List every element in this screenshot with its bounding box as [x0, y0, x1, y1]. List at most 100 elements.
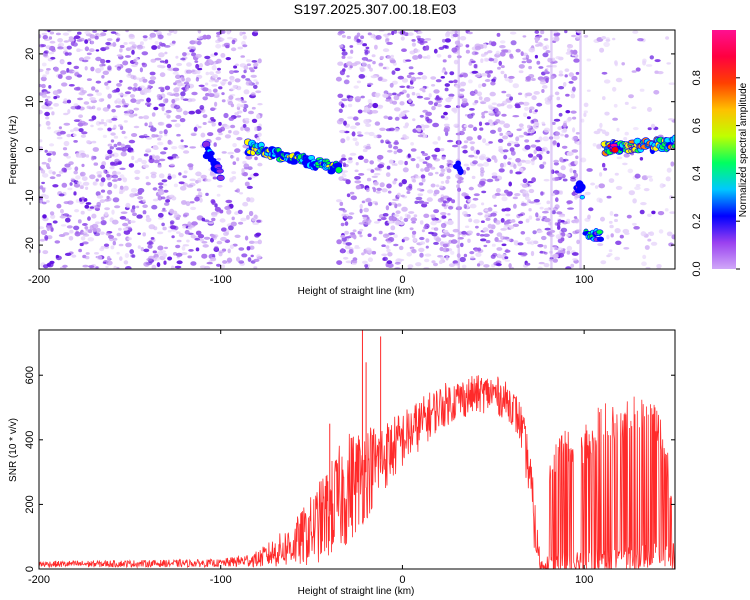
- noise-blob: [367, 32, 372, 36]
- noise-blob: [359, 234, 363, 238]
- noise-blob: [406, 93, 410, 98]
- noise-blob: [198, 125, 202, 129]
- noise-blob: [341, 173, 347, 178]
- noise-blob: [361, 61, 367, 67]
- x-tick-label: 100: [575, 574, 593, 586]
- noise-blob: [387, 32, 392, 36]
- noise-blob: [102, 70, 110, 76]
- noise-blob: [143, 261, 150, 267]
- noise-blob: [670, 161, 675, 167]
- noise-blob: [632, 222, 637, 226]
- noise-blob: [373, 221, 380, 224]
- noise-blob: [361, 252, 365, 256]
- noise-blob: [639, 88, 645, 92]
- noise-blob: [541, 235, 547, 241]
- noise-blob: [483, 233, 490, 237]
- noise-blob: [479, 234, 485, 237]
- noise-blob: [370, 75, 378, 79]
- noise-blob: [386, 240, 392, 244]
- noise-blob: [575, 132, 580, 135]
- noise-blob: [545, 77, 549, 83]
- noise-blob: [215, 44, 222, 49]
- noise-blob: [536, 230, 543, 233]
- noise-blob: [73, 103, 79, 107]
- noise-blob: [475, 225, 479, 229]
- noise-blob: [120, 151, 127, 157]
- noise-blob: [55, 254, 60, 259]
- noise-blob: [242, 160, 247, 165]
- noise-blob: [138, 135, 146, 139]
- noise-blob: [509, 53, 513, 58]
- noise-blob: [345, 260, 352, 264]
- noise-blob: [199, 197, 203, 203]
- noise-blob: [253, 266, 258, 269]
- noise-blob: [253, 79, 258, 82]
- noise-blob: [186, 184, 194, 188]
- noise-blob: [46, 100, 53, 106]
- noise-blob: [257, 103, 263, 106]
- noise-blob: [556, 222, 561, 227]
- noise-blob: [119, 167, 126, 170]
- noise-blob: [558, 73, 564, 77]
- noise-blob: [469, 251, 475, 255]
- noise-blob: [107, 80, 112, 84]
- noise-blob: [244, 235, 249, 241]
- noise-blob: [130, 187, 138, 193]
- noise-blob: [235, 63, 239, 67]
- noise-blob: [155, 31, 163, 36]
- noise-blob: [96, 201, 101, 207]
- noise-blob: [434, 97, 442, 101]
- noise-blob: [524, 144, 531, 150]
- noise-blob: [106, 38, 113, 42]
- noise-blob: [513, 141, 519, 145]
- noise-blob: [67, 109, 71, 114]
- noise-blob: [56, 136, 63, 140]
- noise-blob: [195, 77, 199, 82]
- noise-blob: [134, 113, 138, 117]
- noise-blob: [104, 81, 109, 86]
- noise-blob: [125, 202, 131, 208]
- noise-blob: [348, 157, 353, 161]
- noise-blob: [496, 239, 503, 243]
- noise-blob: [95, 80, 102, 84]
- noise-blob: [187, 226, 193, 230]
- noise-blob: [558, 86, 565, 90]
- noise-blob: [165, 199, 171, 203]
- noise-blob: [226, 209, 232, 215]
- noise-blob: [543, 38, 549, 41]
- noise-blob: [374, 172, 381, 176]
- noise-blob: [507, 142, 512, 147]
- noise-blob: [376, 134, 382, 139]
- noise-blob: [615, 77, 623, 83]
- noise-blob: [439, 148, 445, 152]
- noise-blob: [86, 105, 92, 110]
- noise-blob: [189, 146, 196, 149]
- noise-blob: [406, 185, 413, 191]
- noise-blob: [434, 217, 439, 221]
- noise-blob: [50, 227, 54, 232]
- noise-blob: [148, 79, 156, 85]
- noise-blob: [414, 49, 421, 53]
- noise-blob: [340, 157, 347, 161]
- noise-blob: [64, 52, 69, 56]
- noise-blob: [469, 108, 475, 111]
- noise-blob: [46, 235, 53, 240]
- noise-blob: [412, 118, 416, 122]
- noise-blob: [113, 89, 120, 93]
- noise-blob: [185, 201, 191, 207]
- noise-blob: [602, 162, 606, 168]
- noise-blob: [533, 121, 540, 127]
- noise-blob: [195, 247, 200, 252]
- noise-blob: [120, 143, 126, 148]
- noise-blob: [77, 181, 82, 185]
- noise-blob: [343, 256, 349, 260]
- noise-blob: [41, 161, 47, 165]
- colorbar: 0.00.20.40.60.8 Normalized spectral ampl…: [691, 30, 749, 277]
- noise-blob: [128, 139, 136, 144]
- noise-blob: [411, 39, 416, 42]
- noise-blob: [130, 94, 135, 98]
- noise-blob: [157, 164, 162, 168]
- noise-blob: [393, 95, 400, 101]
- noise-blob: [530, 129, 535, 134]
- colorbar-tick-label: 0.2: [691, 214, 703, 229]
